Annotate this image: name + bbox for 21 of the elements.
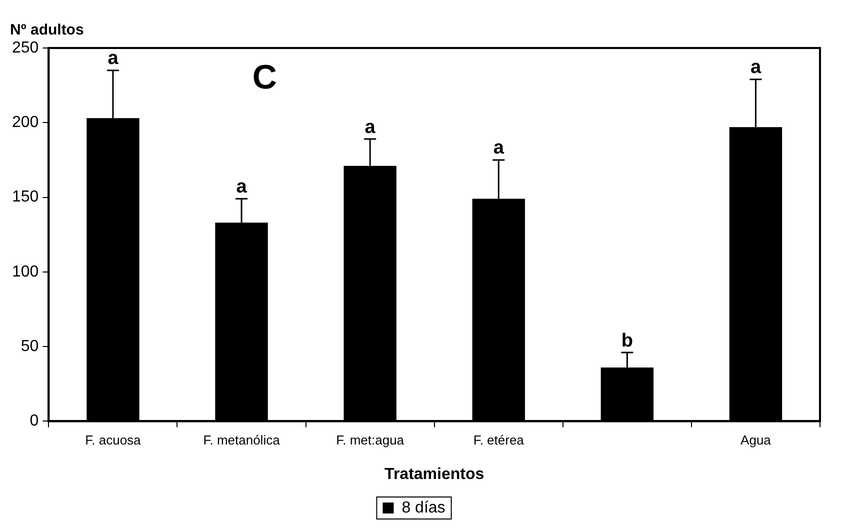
data-label: a xyxy=(364,116,376,138)
y-tick-label: 150 xyxy=(12,188,39,206)
data-label: a xyxy=(493,138,504,159)
y-tick-label: 250 xyxy=(12,39,39,56)
data-label: a xyxy=(750,57,762,78)
x-tick-label: F. met:agua xyxy=(336,432,405,448)
annotation: C xyxy=(252,58,277,96)
data-label: a xyxy=(108,48,119,70)
x-tick-label: F. etérea xyxy=(473,432,525,448)
x-tick-label: F. acuosa xyxy=(85,432,142,448)
y-axis-title: Nº adultos xyxy=(10,22,84,39)
y-tick-label: 200 xyxy=(12,114,39,132)
y-tick-label: 100 xyxy=(12,263,39,280)
y-tick-label: 50 xyxy=(20,338,39,355)
x-axis-title: Tratamientos xyxy=(384,466,484,483)
x-tick-label: F. metanólica xyxy=(203,432,281,448)
x-tick-label: Agua xyxy=(740,432,772,448)
y-tick-label: 0 xyxy=(30,412,39,430)
legend-label: 8 días xyxy=(402,499,446,516)
data-label: a xyxy=(236,176,248,198)
data-label: b xyxy=(621,330,633,352)
